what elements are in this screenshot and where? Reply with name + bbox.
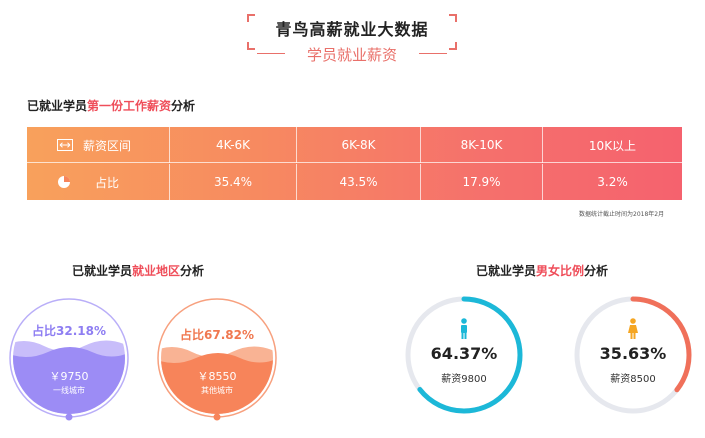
frame-corner (449, 14, 457, 22)
range-icon (57, 139, 73, 151)
female-icon (628, 318, 638, 339)
salary-title-suffix: 分析 (171, 99, 196, 113)
female-percent: 35.63% (599, 344, 667, 363)
male-percent: 64.37% (430, 344, 498, 363)
other-share: 占比67.82% (180, 328, 254, 342)
other-circle-graphic (157, 298, 277, 421)
region-title-prefix: 已就业学员 (72, 264, 133, 278)
pie-chart-icon (58, 176, 70, 188)
other-salary: ￥8550 (197, 370, 237, 383)
frame-corner (247, 42, 255, 50)
male-ring-graphic (405, 296, 523, 414)
gender-title-prefix: 已就业学员 (476, 264, 537, 278)
share-row-header-cell: 占比 (27, 164, 170, 200)
frame-corner (247, 14, 255, 22)
female-ring-graphic (574, 296, 692, 414)
subtitle-rule-left (257, 53, 285, 54)
page-subtitle: 学员就业薪资 (306, 46, 397, 64)
salary-title-prefix: 已就业学员 (27, 99, 88, 113)
region-title-suffix: 分析 (180, 264, 205, 278)
region-section-title: 已就业学员就业地区分析 (72, 262, 204, 279)
salary-table: 薪资区间 4K-6K 6K-8K 8K-10K 10K以上 占比 35.4% 4… (27, 127, 682, 200)
female-ratio-ring: 35.63% 薪资8500 (570, 292, 696, 418)
male-salary: 薪资9800 (441, 374, 487, 385)
salary-title-highlight: 第一份工作薪资 (87, 99, 172, 113)
subtitle-rule-right (419, 53, 447, 54)
table-cell: 3.2% (597, 175, 628, 189)
frame-corner (449, 42, 457, 50)
table-cell: 17.9% (421, 164, 543, 200)
page-header: 青鸟高薪就业大数据 学员就业薪资 (247, 12, 457, 64)
table-column-header: 8K-10K (421, 127, 543, 163)
gender-title-highlight: 男女比例 (536, 264, 585, 278)
tier1-salary: ￥9750 (49, 370, 89, 383)
tier1-circle-graphic (9, 298, 129, 421)
range-header-cell: 薪资区间 (27, 127, 170, 163)
table-column-header: 4K-6K (170, 127, 297, 163)
region-title-highlight: 就业地区 (132, 264, 181, 278)
tier1-label: 一线城市 (53, 386, 85, 395)
tier1-share: 占比32.18% (32, 324, 106, 338)
table-cell: 35.4% (170, 164, 297, 200)
gender-title-suffix: 分析 (584, 264, 609, 278)
page-title: 青鸟高薪就业大数据 (275, 20, 429, 39)
male-icon (461, 318, 467, 339)
share-row-label: 占比 (95, 175, 120, 190)
table-cell: 43.5% (297, 164, 421, 200)
range-header-label: 薪资区间 (83, 138, 132, 153)
gender-section-title: 已就业学员男女比例分析 (476, 262, 608, 279)
salary-section-title: 已就业学员第一份工作薪资分析 (27, 97, 195, 114)
table-row: 占比 35.4% 43.5% 17.9% 3.2% (27, 164, 682, 200)
female-salary: 薪资8500 (610, 374, 656, 385)
table-header-row: 薪资区间 4K-6K 6K-8K 8K-10K 10K以上 (27, 127, 682, 163)
male-ratio-ring: 64.37% 薪资9800 (401, 292, 527, 418)
table-column-header: 10K以上 (588, 138, 637, 153)
other-label: 其他城市 (201, 386, 233, 395)
table-column-header: 6K-8K (297, 127, 421, 163)
data-cutoff-note: 数据统计截止时间为2018年2月 (579, 211, 665, 218)
